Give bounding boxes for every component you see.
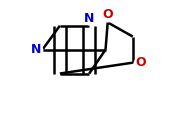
Text: O: O (135, 56, 146, 69)
Text: N: N (31, 43, 41, 56)
Text: O: O (102, 8, 113, 21)
Text: N: N (84, 12, 94, 25)
